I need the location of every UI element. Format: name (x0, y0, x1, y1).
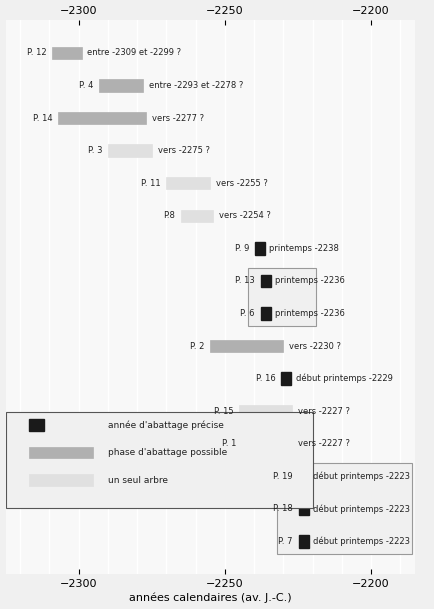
Text: un seul arbre: un seul arbre (108, 476, 168, 485)
Text: vers -2227 ?: vers -2227 ? (298, 439, 350, 448)
Text: P. 2: P. 2 (190, 342, 204, 351)
Text: P. 19: P. 19 (273, 472, 293, 481)
Bar (277, 463, 412, 554)
Text: vers -2277 ?: vers -2277 ? (152, 114, 204, 122)
Bar (58, 112, 146, 124)
Text: P. 11: P. 11 (141, 178, 161, 188)
Text: début printemps -2229: début printemps -2229 (296, 374, 393, 383)
Text: P. 14: P. 14 (33, 114, 53, 122)
Text: vers -2230 ?: vers -2230 ? (289, 342, 341, 351)
Bar (99, 79, 143, 92)
Text: entre -2309 et -2299 ?: entre -2309 et -2299 ? (87, 49, 181, 57)
Bar (248, 268, 316, 326)
X-axis label: années calendaires (av. J.-C.): années calendaires (av. J.-C.) (129, 593, 292, 604)
Bar (6, 412, 312, 508)
Text: P.8: P.8 (163, 211, 175, 220)
Bar (299, 470, 309, 482)
Bar (53, 47, 82, 59)
Bar (29, 447, 93, 459)
Bar (108, 144, 152, 157)
Text: début printemps -2223: début printemps -2223 (313, 504, 410, 513)
Text: P. 13: P. 13 (235, 276, 255, 286)
Bar (299, 502, 309, 515)
Text: P. 6: P. 6 (240, 309, 255, 318)
Text: année d'abattage précise: année d'abattage précise (108, 420, 224, 430)
Text: P. 1: P. 1 (222, 439, 237, 448)
Bar (29, 474, 93, 486)
Text: vers -2254 ?: vers -2254 ? (219, 211, 271, 220)
Text: P. 12: P. 12 (27, 49, 46, 57)
Bar (29, 419, 43, 431)
Text: vers -2227 ?: vers -2227 ? (298, 407, 350, 415)
Bar (261, 308, 271, 320)
Text: printemps -2236: printemps -2236 (275, 309, 345, 318)
Text: P. 18: P. 18 (273, 504, 293, 513)
Text: P. 3: P. 3 (88, 146, 102, 155)
Bar (299, 535, 309, 547)
Bar (281, 372, 291, 385)
Text: printemps -2238: printemps -2238 (270, 244, 339, 253)
Bar (181, 209, 213, 222)
Bar (210, 340, 283, 352)
Text: vers -2275 ?: vers -2275 ? (158, 146, 210, 155)
Text: début printemps -2223: début printemps -2223 (313, 537, 410, 546)
Text: P. 7: P. 7 (278, 537, 293, 546)
Text: P. 16: P. 16 (256, 374, 275, 383)
Text: début printemps -2223: début printemps -2223 (313, 471, 410, 481)
Text: entre -2293 et -2278 ?: entre -2293 et -2278 ? (149, 81, 243, 90)
Text: P. 9: P. 9 (235, 244, 249, 253)
Text: printemps -2236: printemps -2236 (275, 276, 345, 286)
Text: vers -2255 ?: vers -2255 ? (216, 178, 268, 188)
Bar (255, 242, 265, 255)
Text: phase d'abattage possible: phase d'abattage possible (108, 448, 227, 457)
Bar (261, 275, 271, 287)
Text: P. 4: P. 4 (79, 81, 93, 90)
Bar (166, 177, 210, 189)
Bar (240, 405, 292, 417)
Bar (243, 437, 292, 450)
Text: P. 15: P. 15 (214, 407, 233, 415)
